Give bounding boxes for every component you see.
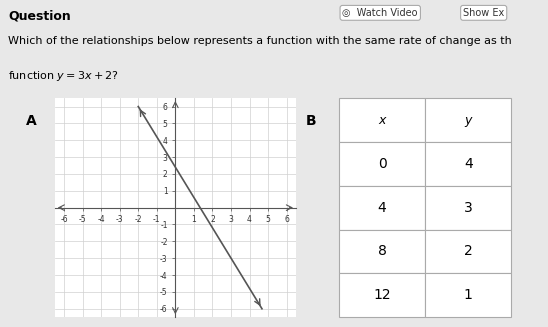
- Text: B: B: [306, 114, 316, 128]
- Text: Which of the relationships below represents a function with the same rate of cha: Which of the relationships below represe…: [8, 36, 512, 46]
- Text: function $y = 3x + 2$?: function $y = 3x + 2$?: [8, 69, 119, 83]
- Text: A: A: [26, 114, 37, 128]
- Text: ◎  Watch Video: ◎ Watch Video: [342, 8, 418, 18]
- Text: Show Ex: Show Ex: [463, 8, 504, 18]
- Text: Question: Question: [8, 10, 71, 23]
